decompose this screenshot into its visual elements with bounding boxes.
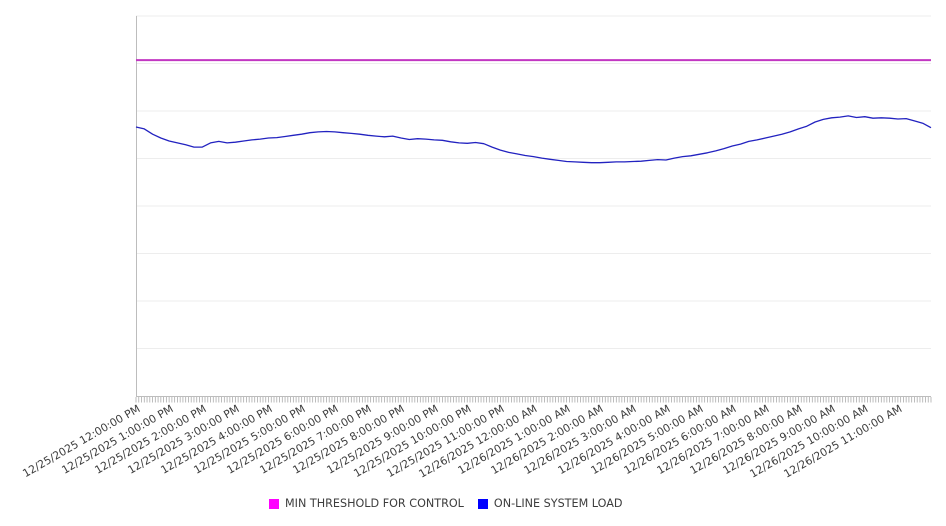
- system-load-swatch-icon: [477, 498, 488, 509]
- legend: MIN THRESHOLD FOR CONTROL ON-LINE SYSTEM…: [269, 497, 623, 510]
- min-threshold-swatch-icon: [269, 498, 279, 509]
- system-load-line: [135, 115, 932, 164]
- legend-item-min-threshold: MIN THRESHOLD FOR CONTROL: [269, 497, 464, 510]
- legend-label-min-threshold: MIN THRESHOLD FOR CONTROL: [285, 497, 464, 510]
- legend-label-system-load: ON-LINE SYSTEM LOAD: [493, 497, 623, 510]
- legend-item-system-load: ON-LINE SYSTEM LOAD: [477, 497, 623, 510]
